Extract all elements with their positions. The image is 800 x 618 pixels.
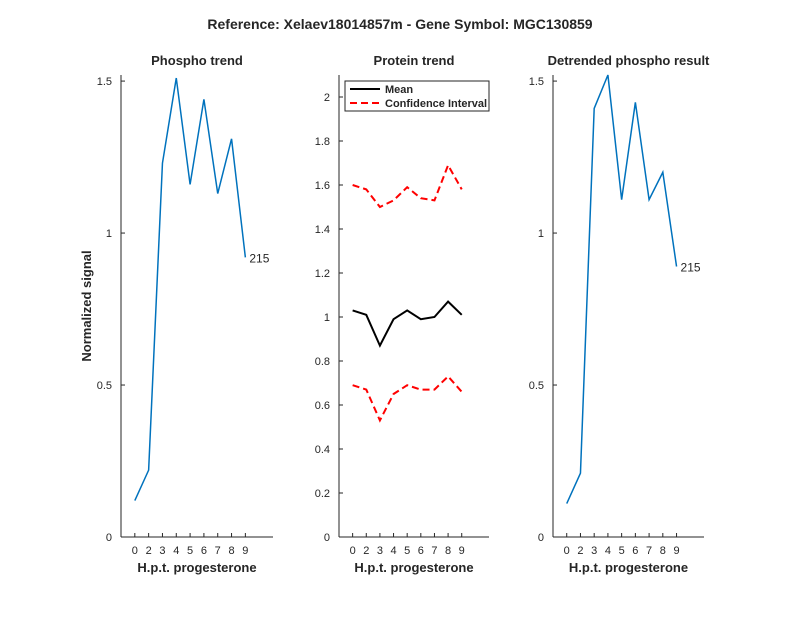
y-tick-label: 1.6 — [315, 180, 330, 192]
legend-box — [344, 80, 490, 112]
x-tick-label: 4 — [173, 545, 179, 557]
series-line — [134, 77, 247, 501]
x-tick-label: 2 — [146, 545, 152, 557]
chart-panel-2: Protein trend 0 0.2 0.4 0.6 0.8 1 1.2 1.4 1.6 1.8 2… — [315, 53, 490, 575]
chart-title: Phospho trend — [151, 53, 243, 68]
series-line — [566, 74, 678, 504]
x-tick-label: 0 — [350, 545, 356, 557]
series-line — [352, 374, 463, 423]
x-tick-label: 3 — [159, 545, 165, 557]
x-tick-label: 9 — [459, 545, 465, 557]
y-tick-label: 0.2 — [315, 488, 330, 500]
x-tick-label: 5 — [404, 545, 410, 557]
y-tick-label: 0 — [324, 532, 330, 544]
y-tick-label: 0 — [538, 532, 544, 544]
y-tick-label: 1 — [106, 228, 112, 240]
y-tick-label: 0.5 — [529, 380, 544, 392]
legend-label: Confidence Interval — [385, 98, 487, 110]
x-tick-label: 7 — [431, 545, 437, 557]
x-tick-label: 6 — [201, 545, 207, 557]
y-tick-label: 2 — [324, 92, 330, 104]
data-annotation: 215 — [681, 260, 701, 274]
x-tick-label: 7 — [646, 545, 652, 557]
x-tick-label: 9 — [673, 545, 679, 557]
figure-title: Reference: Xelaev18014857m - Gene Symbol… — [207, 16, 592, 32]
x-tick-label: 3 — [591, 545, 597, 557]
x-tick-label: 4 — [390, 545, 396, 557]
y-tick-label: 1 — [324, 312, 330, 324]
y-tick-label: 0.5 — [97, 380, 112, 392]
x-tick-label: 0 — [564, 545, 570, 557]
x-tick-label: 8 — [228, 545, 234, 557]
x-tick-label: 4 — [605, 545, 611, 557]
x-tick-label: 2 — [363, 545, 369, 557]
x-tick-label: 6 — [418, 545, 424, 557]
y-tick-label: 1.5 — [529, 76, 544, 88]
x-axis-label: H.p.t. progesterone — [137, 560, 256, 575]
y-tick-label: 1.4 — [315, 224, 330, 236]
y-tick-label: 0.4 — [315, 444, 330, 456]
x-tick-label: 9 — [242, 545, 248, 557]
x-tick-label: 5 — [619, 545, 625, 557]
x-tick-label: 5 — [187, 545, 193, 557]
data-annotation: 215 — [249, 251, 269, 265]
y-axis-label: Normalized signal — [79, 250, 94, 361]
series-line-confidence-interval — [352, 162, 463, 209]
y-tick-label: 0 — [106, 532, 112, 544]
x-tick-label: 7 — [215, 545, 221, 557]
y-tick-label: 1.8 — [315, 136, 330, 148]
chart-title: Detrended phospho result — [548, 53, 710, 68]
y-tick-label: 0.8 — [315, 356, 330, 368]
x-tick-label: 6 — [632, 545, 638, 557]
x-tick-label: 0 — [132, 545, 138, 557]
series-line-mean — [352, 300, 463, 348]
x-tick-label: 8 — [660, 545, 666, 557]
y-tick-label: 0.6 — [315, 400, 330, 412]
y-tick-label: 1 — [538, 228, 544, 240]
y-tick-label: 1.5 — [97, 76, 112, 88]
x-tick-label: 3 — [377, 545, 383, 557]
x-axis-label: H.p.t. progesterone — [354, 560, 473, 575]
y-tick-label: 1.2 — [315, 268, 330, 280]
legend-label: Mean — [385, 84, 413, 96]
chart-title: Protein trend — [374, 53, 455, 68]
x-tick-label: 8 — [445, 545, 451, 557]
x-axis-label: H.p.t. progesterone — [569, 560, 688, 575]
x-tick-label: 2 — [577, 545, 583, 557]
